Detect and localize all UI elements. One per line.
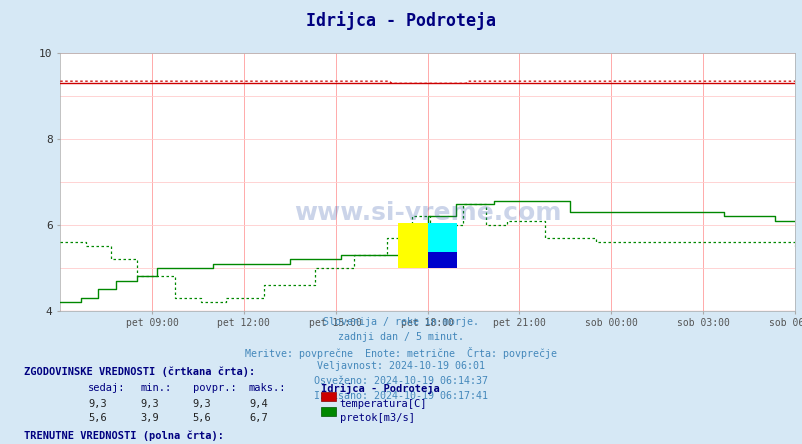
Text: povpr.:: povpr.: (192, 383, 236, 393)
Text: 3,9: 3,9 (140, 413, 159, 424)
Text: sedaj:: sedaj: (88, 383, 126, 393)
Text: Slovenija / reke in morje.: Slovenija / reke in morje. (323, 317, 479, 328)
Text: pretok[m3/s]: pretok[m3/s] (339, 413, 414, 424)
Text: temperatura[C]: temperatura[C] (339, 399, 427, 409)
Text: 6,7: 6,7 (249, 413, 267, 424)
Bar (398, 223, 427, 268)
Text: Meritve: povprečne  Enote: metrične  Črta: povprečje: Meritve: povprečne Enote: metrične Črta:… (245, 347, 557, 359)
Text: 9,3: 9,3 (192, 399, 211, 409)
Text: min.:: min.: (140, 383, 172, 393)
Text: 9,3: 9,3 (88, 399, 107, 409)
Bar (427, 223, 456, 258)
Text: Veljavnost: 2024-10-19 06:01: Veljavnost: 2024-10-19 06:01 (317, 361, 485, 372)
Text: Osveženo: 2024-10-19 06:14:37: Osveženo: 2024-10-19 06:14:37 (314, 376, 488, 386)
Text: ZGODOVINSKE VREDNOSTI (črtkana črta):: ZGODOVINSKE VREDNOSTI (črtkana črta): (24, 366, 255, 377)
Text: 9,4: 9,4 (249, 399, 267, 409)
Text: 5,6: 5,6 (192, 413, 211, 424)
Text: 5,6: 5,6 (88, 413, 107, 424)
Text: TRENUTNE VREDNOSTI (polna črta):: TRENUTNE VREDNOSTI (polna črta): (24, 430, 224, 441)
Text: zadnji dan / 5 minut.: zadnji dan / 5 minut. (338, 332, 464, 342)
Text: Idrijca - Podroteja: Idrijca - Podroteja (321, 383, 439, 394)
Text: maks.:: maks.: (249, 383, 286, 393)
Text: Izrisano: 2024-10-19 06:17:41: Izrisano: 2024-10-19 06:17:41 (314, 391, 488, 401)
Text: 9,3: 9,3 (140, 399, 159, 409)
Bar (427, 252, 456, 268)
Text: www.si-vreme.com: www.si-vreme.com (294, 201, 561, 225)
Text: Idrijca - Podroteja: Idrijca - Podroteja (306, 11, 496, 30)
